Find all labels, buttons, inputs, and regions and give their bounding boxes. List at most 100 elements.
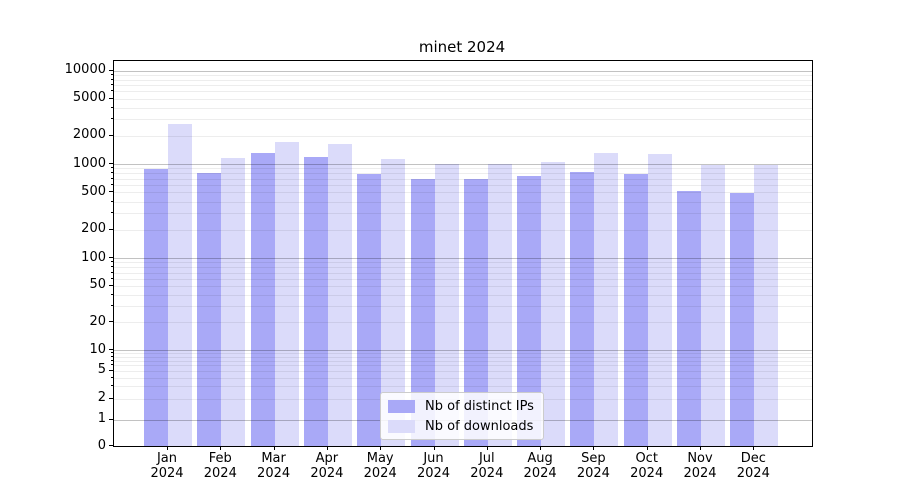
y-tick-mark-minor bbox=[111, 118, 113, 120]
legend-entry: Nb of distinct IPs bbox=[388, 398, 536, 414]
gridline-minor bbox=[114, 84, 812, 86]
y-tick-mark-minor bbox=[111, 355, 113, 357]
gridline-minor bbox=[114, 135, 812, 137]
y-tick-mark-minor bbox=[111, 284, 113, 286]
gridline-minor bbox=[114, 79, 812, 81]
y-tick-mark-minor bbox=[111, 134, 113, 136]
x-tick-label: Apr 2024 bbox=[310, 451, 344, 481]
y-tick-mark-minor bbox=[111, 277, 113, 279]
y-tick-label: 200 bbox=[81, 221, 106, 237]
gridline-minor bbox=[114, 262, 812, 264]
y-tick-mark-minor bbox=[111, 172, 113, 174]
y-tick-label: 5000 bbox=[72, 90, 106, 106]
gridline-minor bbox=[114, 356, 812, 358]
gridline-minor bbox=[114, 168, 812, 170]
bar-distinct-ips-oct bbox=[623, 173, 648, 446]
gridline-minor bbox=[114, 386, 812, 388]
y-tick-label: 1 bbox=[97, 411, 106, 426]
x-tick-mark bbox=[167, 446, 168, 450]
y-tick-mark-minor bbox=[111, 321, 113, 323]
gridline-minor bbox=[114, 370, 812, 372]
chart-title: minet 2024 bbox=[418, 38, 506, 56]
y-tick-mark-minor bbox=[111, 385, 113, 387]
gridline-minor bbox=[114, 213, 812, 215]
bar-distinct-ips-jan bbox=[144, 169, 168, 446]
gridline-minor bbox=[114, 306, 812, 308]
bar-downloads-dec bbox=[754, 165, 779, 446]
x-tick-mark bbox=[646, 446, 648, 450]
gridline-minor bbox=[114, 107, 812, 109]
legend-swatch bbox=[388, 419, 415, 433]
y-tick-label: 5 bbox=[97, 362, 106, 378]
y-tick-mark-minor bbox=[111, 228, 113, 230]
y-tick-mark-minor bbox=[111, 359, 113, 361]
y-tick-mark-minor bbox=[111, 177, 113, 179]
x-tick-label: Sep 2024 bbox=[576, 451, 610, 481]
x-tick-label: Oct 2024 bbox=[630, 451, 664, 481]
bar-distinct-ips-sep bbox=[570, 171, 595, 446]
y-tick-label: 10 bbox=[89, 341, 106, 357]
gridline-minor bbox=[114, 322, 812, 324]
x-tick-label: Jul 2024 bbox=[470, 451, 504, 481]
bar-distinct-ips-feb bbox=[197, 172, 222, 446]
y-tick-mark-minor bbox=[111, 90, 113, 92]
x-tick-mark bbox=[593, 446, 595, 450]
gridline-minor bbox=[114, 91, 812, 93]
y-tick-label: 2000 bbox=[72, 127, 106, 143]
y-tick-mark-minor bbox=[111, 364, 113, 366]
gridline-major bbox=[114, 350, 812, 351]
gridline-minor bbox=[114, 201, 812, 203]
gridline-minor bbox=[114, 278, 812, 280]
y-tick-mark-minor bbox=[111, 200, 113, 202]
y-tick-mark-minor bbox=[111, 83, 113, 85]
bar-distinct-ips-may bbox=[357, 174, 382, 446]
gridline-minor bbox=[114, 285, 812, 287]
y-tick-mark-minor bbox=[111, 352, 113, 354]
y-tick-label: 100 bbox=[81, 249, 106, 265]
y-tick-mark-minor bbox=[111, 78, 113, 80]
x-tick-label: May 2024 bbox=[363, 451, 397, 481]
y-tick-mark-minor bbox=[111, 97, 113, 99]
x-tick-label: Feb 2024 bbox=[203, 451, 237, 481]
y-tick-mark-minor bbox=[111, 271, 113, 273]
y-tick-mark-minor bbox=[111, 191, 113, 193]
x-tick-mark bbox=[380, 446, 382, 450]
y-tick-mark-minor bbox=[111, 293, 113, 295]
gridline-minor bbox=[114, 294, 812, 296]
y-tick-mark-minor bbox=[111, 261, 113, 263]
y-tick-mark-minor bbox=[111, 183, 113, 185]
gridline-minor bbox=[114, 360, 812, 362]
bar-distinct-ips-dec bbox=[730, 192, 755, 446]
x-tick-mark bbox=[540, 446, 542, 450]
gridline-minor bbox=[114, 192, 812, 194]
bar-downloads-nov bbox=[701, 165, 725, 446]
x-tick-mark bbox=[326, 446, 328, 450]
legend: Nb of distinct IPs Nb of downloads bbox=[380, 392, 544, 440]
y-tick-mark-minor bbox=[111, 73, 113, 75]
gridline-minor bbox=[114, 173, 812, 175]
y-tick-mark-minor bbox=[111, 266, 113, 268]
y-tick-mark-minor bbox=[111, 397, 113, 399]
x-tick-mark bbox=[433, 446, 435, 450]
x-tick-mark bbox=[753, 446, 755, 450]
y-tick-mark-minor bbox=[111, 167, 113, 169]
y-tick-mark-minor bbox=[111, 106, 113, 108]
y-tick-label: 50 bbox=[89, 277, 106, 293]
x-tick-mark bbox=[220, 446, 222, 450]
bar-downloads-jan bbox=[168, 123, 192, 446]
gridline-minor bbox=[114, 178, 812, 180]
gridline-minor bbox=[114, 184, 812, 186]
x-tick-label: Dec 2024 bbox=[736, 451, 770, 481]
legend-label: Nb of distinct IPs bbox=[425, 398, 534, 414]
y-tick-mark-minor bbox=[111, 369, 113, 371]
bar-downloads-mar bbox=[274, 142, 299, 446]
legend-entry: Nb of downloads bbox=[388, 418, 536, 434]
gridline-major bbox=[114, 164, 812, 165]
y-tick-mark bbox=[109, 418, 113, 420]
y-tick-label: 10000 bbox=[64, 62, 106, 77]
gridline-major bbox=[114, 70, 812, 72]
gridline-minor bbox=[114, 119, 812, 121]
legend-label: Nb of downloads bbox=[425, 418, 534, 434]
bar-downloads-aug bbox=[541, 162, 566, 446]
